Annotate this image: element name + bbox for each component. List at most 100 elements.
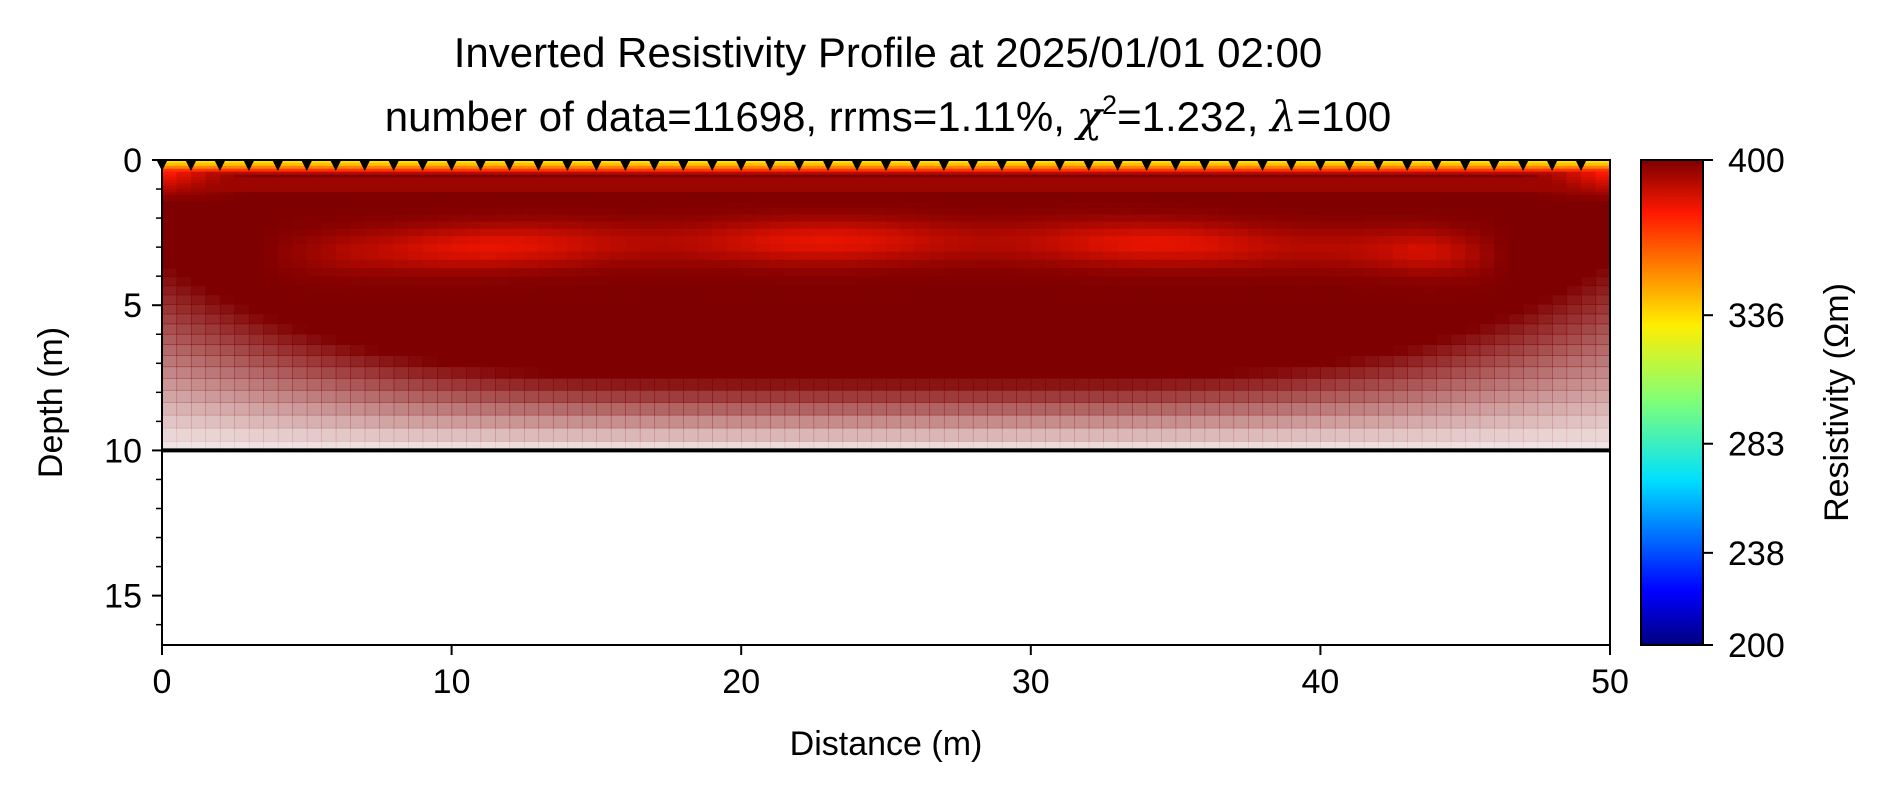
heatmap-cell (321, 355, 337, 368)
heatmap-cell (972, 207, 988, 216)
heatmap-cell (784, 168, 800, 173)
heatmap-cell (784, 285, 800, 296)
heatmap-cell (379, 304, 395, 315)
heatmap-cell (379, 323, 395, 335)
heatmap-cell (437, 251, 453, 261)
heatmap-cell (1146, 366, 1162, 379)
heatmap-cell (581, 194, 597, 202)
heatmap-cell (234, 268, 250, 278)
heatmap-cell (1320, 251, 1336, 261)
heatmap-cell (1059, 180, 1075, 184)
heatmap-cell (1349, 201, 1365, 209)
heatmap-cell (524, 180, 540, 184)
heatmap-cell (784, 243, 800, 253)
heatmap-cell (1074, 162, 1090, 167)
heatmap-cell (1436, 174, 1452, 179)
y-tick-label: 0 (123, 142, 142, 180)
heatmap-cell (1305, 174, 1321, 179)
heatmap-cell (1001, 174, 1017, 179)
heatmap-cell (1421, 414, 1437, 429)
heatmap-cell (1291, 168, 1307, 173)
heatmap-cell (277, 214, 293, 223)
heatmap-cell (1190, 304, 1206, 315)
heatmap-cell (1161, 441, 1177, 452)
heatmap-cell (668, 228, 684, 237)
heatmap-cell (1190, 194, 1206, 202)
heatmap-cell (697, 189, 713, 193)
heatmap-cell (871, 243, 887, 253)
heatmap-cell (958, 171, 974, 176)
heatmap-cell (292, 378, 308, 391)
heatmap-cell (1363, 180, 1379, 184)
heatmap-cell (1363, 323, 1379, 335)
heatmap-cell (654, 236, 670, 245)
heatmap-cell (1016, 207, 1032, 216)
heatmap-cell (813, 214, 829, 223)
heatmap-cell (219, 168, 235, 173)
heatmap-cell (379, 221, 395, 230)
heatmap-cell (799, 313, 815, 325)
heatmap-cell (176, 221, 192, 230)
heatmap-cell (1494, 268, 1510, 278)
heatmap-cell (770, 221, 786, 230)
heatmap-cell (1190, 189, 1206, 193)
heatmap-cell (1030, 378, 1046, 391)
heatmap-cell (219, 160, 235, 164)
heatmap-cell (654, 221, 670, 230)
heatmap-cell (437, 355, 453, 368)
heatmap-cell (1494, 313, 1510, 325)
heatmap-cell (422, 207, 438, 216)
heatmap-cell (726, 251, 742, 261)
heatmap-cell (190, 304, 207, 315)
heatmap-cell (422, 191, 438, 196)
heatmap-cell (1190, 389, 1206, 403)
heatmap-cell (1117, 389, 1133, 403)
heatmap-cell (639, 171, 655, 176)
heatmap-cell (1595, 304, 1610, 315)
heatmap-cell (1378, 304, 1394, 315)
heatmap-cell (466, 304, 482, 315)
heatmap-cell (1436, 183, 1452, 187)
heatmap-cell (914, 183, 931, 187)
heatmap-cell (639, 214, 655, 223)
heatmap-cell (1059, 355, 1075, 368)
heatmap-cell (1190, 294, 1206, 305)
heatmap-cell (1132, 355, 1148, 368)
heatmap-cell (451, 236, 467, 245)
heatmap-cell (1523, 189, 1539, 193)
heatmap-cell (654, 243, 670, 253)
heatmap-cell (495, 402, 511, 416)
heatmap-cell (1132, 165, 1148, 170)
heatmap-cell (1262, 251, 1278, 261)
heatmap-cell (900, 168, 916, 173)
heatmap-cell (943, 313, 959, 325)
heatmap-cell (277, 313, 293, 325)
heatmap-cell (306, 194, 322, 202)
heatmap-cell (697, 162, 713, 167)
heatmap-cell (364, 389, 380, 403)
heatmap-cell (567, 251, 583, 261)
heatmap-cell (1161, 427, 1177, 442)
heatmap-cell (1479, 180, 1495, 184)
heatmap-cell (842, 333, 858, 346)
heatmap-cell (639, 441, 655, 452)
heatmap-cell (393, 378, 409, 391)
heatmap-cell (1581, 221, 1597, 230)
heatmap-cell (929, 268, 945, 278)
heatmap-cell (1450, 177, 1466, 181)
heatmap-cell (813, 171, 829, 176)
heatmap-cell (1479, 268, 1495, 278)
heatmap-cell (972, 323, 988, 335)
heatmap-cell (784, 313, 800, 325)
electrode-marker (359, 161, 370, 171)
heatmap-cell (1045, 180, 1061, 184)
heatmap-cell (422, 294, 438, 305)
heatmap-cell (1175, 313, 1191, 325)
heatmap-cell (437, 191, 453, 196)
heatmap-cell (1161, 180, 1177, 184)
heatmap-cell (1421, 160, 1437, 164)
heatmap-cell (364, 427, 380, 442)
heatmap-cell (625, 207, 641, 216)
heatmap-cell (1175, 378, 1191, 391)
heatmap-cell (799, 259, 815, 269)
